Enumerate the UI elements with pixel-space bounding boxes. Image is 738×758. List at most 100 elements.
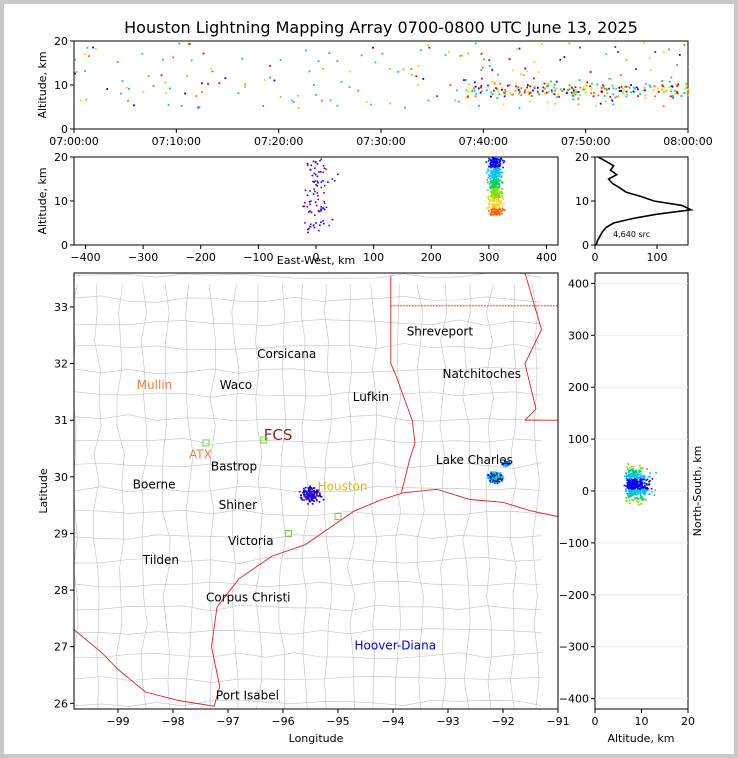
east-west-point: [304, 222, 306, 224]
east-west-point: [498, 206, 500, 208]
north-south-point: [629, 490, 632, 493]
map-source-point: [315, 499, 318, 502]
east-west-point: [493, 181, 496, 184]
north-south-point: [627, 468, 629, 471]
time-height-point: [547, 82, 549, 85]
north-south-point: [632, 465, 635, 468]
north-south-point: [638, 488, 641, 490]
east-west-yticks: 0 10 20: [54, 151, 74, 252]
time-height-point: [623, 89, 625, 91]
north-south-point: [653, 494, 656, 497]
xtick-label: −300: [128, 251, 158, 264]
east-west-point: [503, 202, 505, 205]
east-west-point: [316, 163, 319, 165]
xtick-label: 20: [681, 715, 695, 728]
city-label: Waco: [220, 378, 252, 392]
time-height-point: [509, 92, 511, 95]
map-source-point: [309, 494, 312, 496]
state-borders: [74, 273, 558, 707]
north-south-point: [630, 491, 633, 493]
east-west-point: [488, 206, 491, 209]
north-south-point: [635, 493, 637, 496]
east-west-point: [493, 200, 495, 202]
time-height-point: [582, 85, 585, 88]
east-west-point: [501, 210, 503, 212]
east-west-point: [494, 213, 496, 216]
ytick-label: 10: [54, 195, 68, 208]
east-west-point: [493, 164, 496, 167]
map-source-point: [311, 499, 313, 502]
map-source-point: [313, 494, 315, 497]
time-height-point: [637, 95, 639, 97]
time-height-point: [374, 61, 377, 64]
time-height-point: [625, 85, 628, 88]
north-south-point: [627, 481, 630, 484]
time-height-point: [677, 83, 680, 86]
time-height-point: [454, 99, 456, 102]
xtick-label: −95: [326, 715, 349, 728]
north-south-point: [640, 492, 642, 495]
time-height-point: [526, 86, 528, 89]
east-west-height-panel: Altitude, km East-West, km 0 10 20 −400 −30…: [36, 151, 559, 267]
mississippi-river-border: [524, 273, 542, 421]
time-height-point: [565, 92, 568, 94]
time-height-point: [608, 87, 610, 90]
map-source-point: [313, 492, 316, 495]
east-west-point: [497, 175, 500, 177]
time-height-point: [491, 80, 494, 83]
map-source-point: [494, 473, 497, 476]
east-west-point: [327, 181, 329, 183]
time-height-point: [360, 54, 363, 57]
north-south-point: [631, 475, 633, 478]
east-west-point: [490, 166, 492, 169]
time-height-point: [625, 59, 628, 62]
time-height-point: [465, 89, 468, 92]
east-west-point: [325, 206, 328, 209]
north-south-point: [640, 495, 642, 497]
time-height-point: [626, 94, 629, 97]
east-west-point: [499, 158, 502, 161]
time-height-point: [79, 99, 82, 102]
east-west-point: [494, 166, 497, 168]
east-west-point: [490, 172, 493, 175]
time-height-point: [600, 86, 603, 89]
county-line: [208, 284, 217, 709]
county-line: [74, 557, 542, 565]
time-height-point: [516, 48, 518, 51]
east-west-point: [500, 171, 503, 174]
east-west-point: [490, 195, 493, 198]
north-south-point: [636, 496, 638, 499]
north-south-point: [640, 475, 642, 477]
time-height-point: [269, 76, 271, 79]
xtick-label: −100: [243, 251, 273, 264]
time-height-point: [533, 86, 535, 89]
time-height-point: [644, 97, 647, 99]
xtick-label: 400: [536, 251, 557, 264]
east-west-point: [495, 188, 498, 191]
north-south-point: [636, 497, 639, 500]
time-height-yticks: 0 10 20: [54, 35, 74, 136]
time-height-point: [654, 95, 656, 98]
xtick-label: 08:00:00: [663, 135, 712, 148]
map-source-point: [497, 478, 500, 481]
north-south-point: [640, 476, 643, 479]
east-west-point: [491, 164, 493, 166]
city-label: FCS: [264, 426, 293, 444]
north-south-point: [629, 480, 631, 482]
time-height-point: [133, 104, 135, 107]
time-height-point: [687, 88, 689, 91]
east-west-point: [498, 196, 501, 198]
ytick-label: 33: [54, 301, 68, 314]
north-south-point: [633, 473, 635, 476]
north-south-point: [642, 478, 645, 481]
map-source-point: [499, 472, 501, 475]
north-south-point: [632, 482, 634, 484]
map-xticks: −99 −98 −97 −96 −95 −94 −93 −92 −91: [106, 709, 570, 728]
time-height-point: [674, 90, 677, 92]
map-source-point: [304, 486, 307, 489]
north-south-point: [643, 489, 646, 492]
east-west-point: [494, 158, 496, 160]
east-west-point: [494, 172, 497, 175]
east-west-xlabel: East-West, km: [277, 254, 355, 267]
time-height-point: [555, 88, 558, 90]
